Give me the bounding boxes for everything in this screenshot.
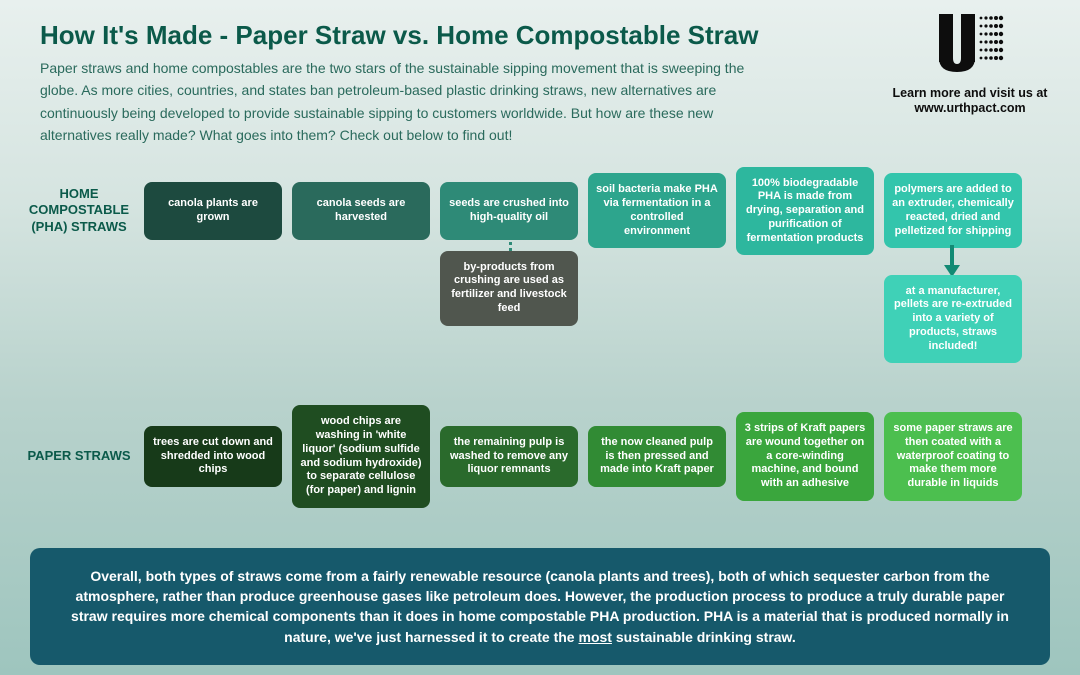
pha-step-6: polymers are added to an extruder, chemi… <box>884 173 1022 248</box>
paper-steps: trees are cut down and shredded into woo… <box>144 405 1056 508</box>
pha-step-2: canola seeds are harvested <box>292 182 430 240</box>
logo-url: www.urthpact.com <box>890 101 1050 115</box>
urthpact-logo-icon <box>925 14 1015 76</box>
flow-rows: HOME COMPOSTABLE (PHA) STRAWS canola pla… <box>0 157 1080 508</box>
paper-step-6: some paper straws are then coated with a… <box>884 412 1022 501</box>
pha-arrow-down-icon <box>944 245 960 277</box>
logo-block: Learn more and visit us at www.urthpact.… <box>890 14 1050 115</box>
summary-box: Overall, both types of straws come from … <box>30 548 1050 665</box>
paper-step-4: the now cleaned pulp is then pressed and… <box>588 426 726 487</box>
summary-text-post: sustainable drinking straw. <box>612 629 796 645</box>
pha-row: HOME COMPOSTABLE (PHA) STRAWS canola pla… <box>24 167 1056 256</box>
summary-text-pre: Overall, both types of straws come from … <box>71 568 1009 645</box>
paper-row-label: PAPER STRAWS <box>24 448 134 465</box>
pha-step-5: 100% biodegradable PHA is made from dryi… <box>736 167 874 256</box>
logo-learn-text: Learn more and visit us at <box>890 85 1050 101</box>
pha-row-label: HOME COMPOSTABLE (PHA) STRAWS <box>24 186 134 237</box>
paper-row: PAPER STRAWS trees are cut down and shre… <box>24 405 1056 508</box>
pha-byproduct-box: by-products from crushing are used as fe… <box>440 251 578 326</box>
pha-step-1: canola plants are grown <box>144 182 282 240</box>
paper-step-2: wood chips are washing in 'white liquor'… <box>292 405 430 508</box>
pha-dotted-connector <box>509 229 512 251</box>
pha-final-box: at a manufacturer, pellets are re-extrud… <box>884 275 1022 364</box>
paper-step-1: trees are cut down and shredded into woo… <box>144 426 282 487</box>
pha-step-4: soil bacteria make PHA via fermentation … <box>588 173 726 248</box>
paper-step-3: the remaining pulp is washed to remove a… <box>440 426 578 487</box>
header: How It's Made - Paper Straw vs. Home Com… <box>0 0 1080 157</box>
paper-step-5: 3 strips of Kraft papers are wound toget… <box>736 412 874 501</box>
pha-steps: canola plants are grown canola seeds are… <box>144 167 1056 256</box>
summary-most: most <box>579 629 612 645</box>
intro-text: Paper straws and home compostables are t… <box>40 57 760 147</box>
